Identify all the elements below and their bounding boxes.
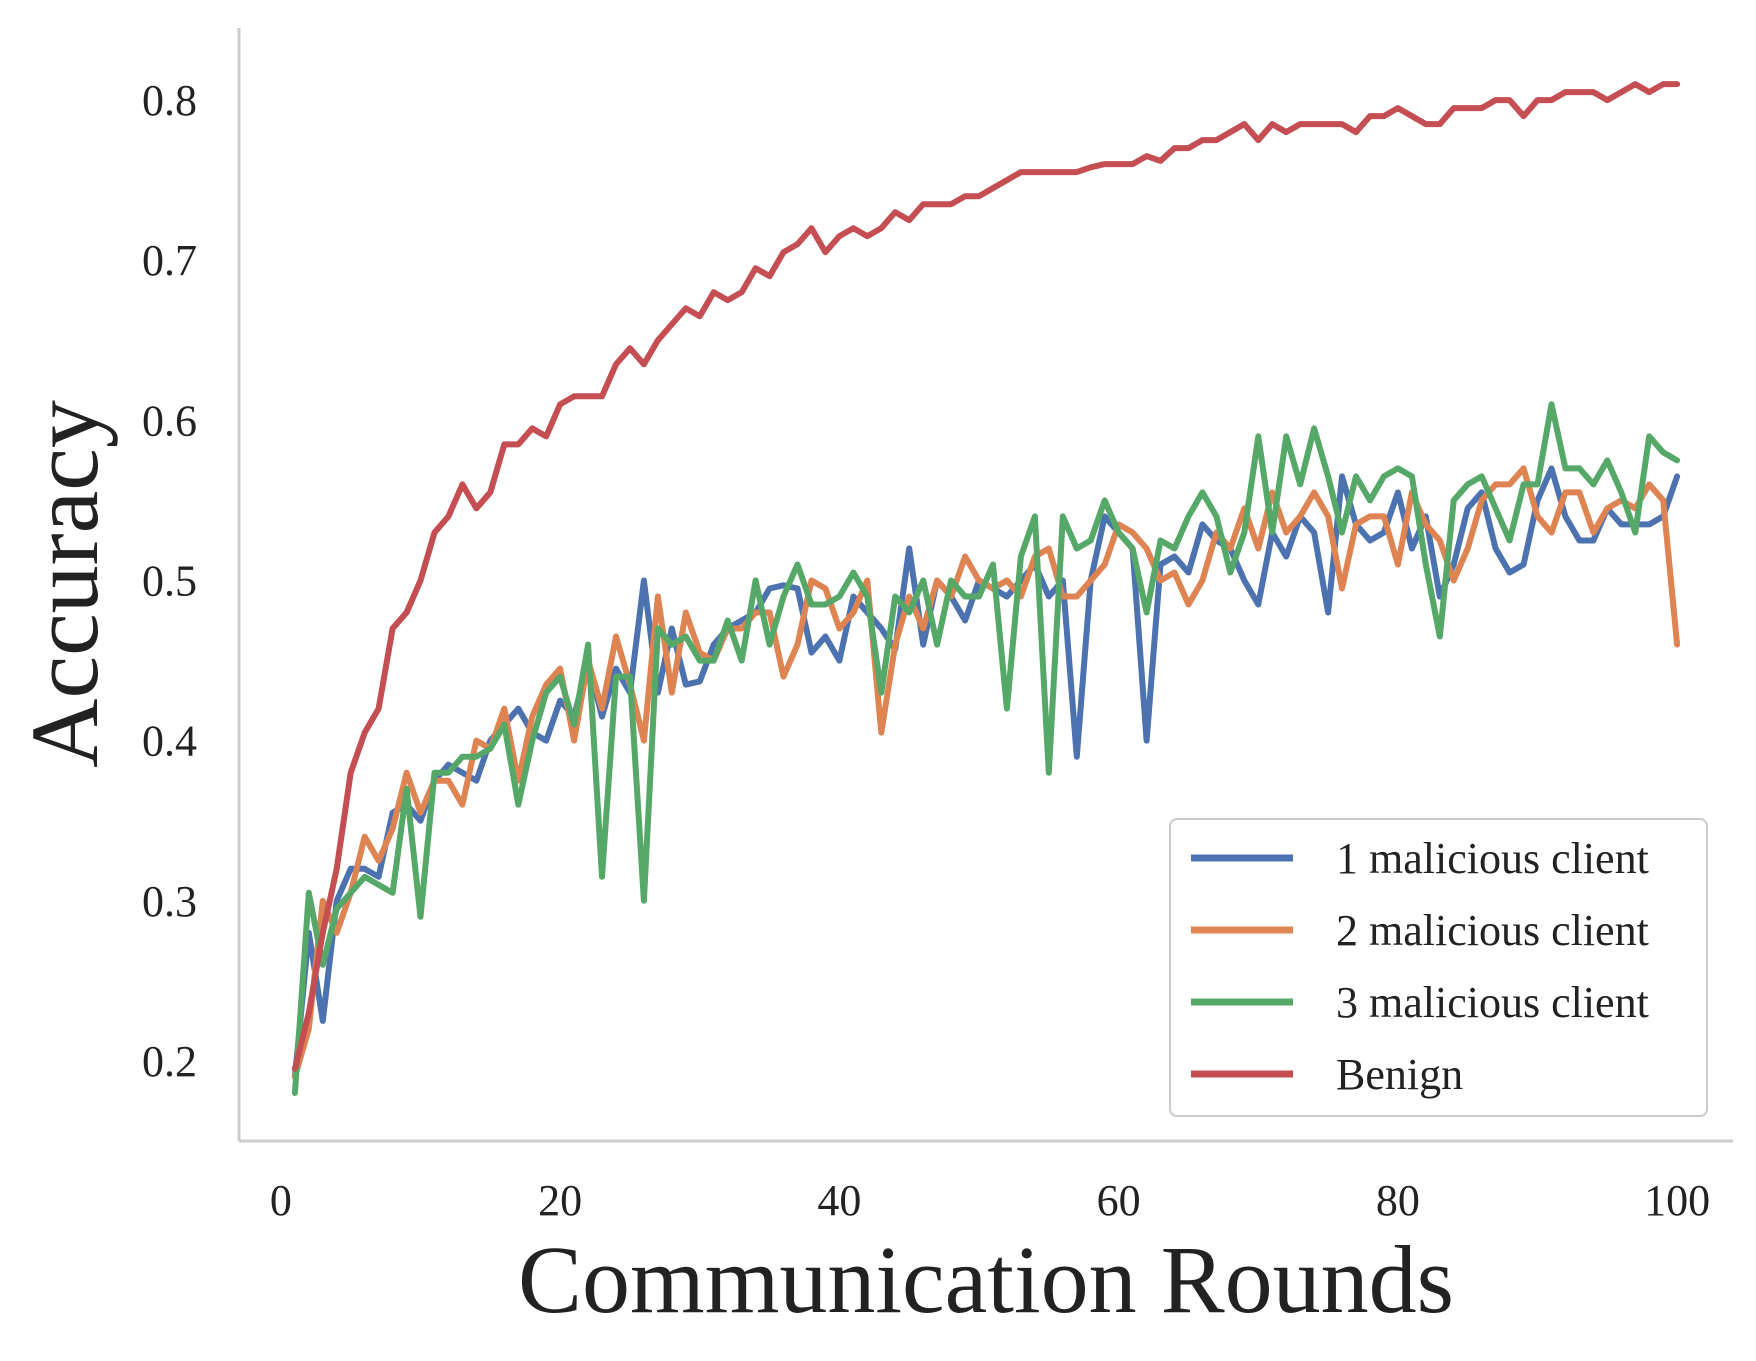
- y-tick-label: 0.3: [142, 877, 197, 926]
- y-tick-label: 0.2: [142, 1037, 197, 1086]
- x-tick-label: 40: [817, 1176, 861, 1225]
- x-tick-labels: 0 20 40 60 80 100: [270, 1176, 1710, 1225]
- y-tick-label: 0.8: [142, 76, 197, 125]
- y-tick-label: 0.5: [142, 556, 197, 605]
- series-lines: [291, 81, 1681, 1096]
- axes: [237, 28, 1733, 1143]
- legend-label: 3 malicious client: [1336, 978, 1649, 1027]
- x-tick-label: 80: [1376, 1176, 1420, 1225]
- x-tick-label: 20: [538, 1176, 582, 1225]
- y-axis-label: Accuracy: [11, 400, 118, 768]
- x-tick-label: 0: [270, 1176, 292, 1225]
- legend-frame: [1169, 818, 1708, 1117]
- x-tick-label: 60: [1097, 1176, 1141, 1225]
- y-tick-label: 0.6: [142, 396, 197, 445]
- series-line-3: [291, 401, 1681, 1096]
- y-tick-label: 0.7: [142, 236, 197, 285]
- y-tick-labels: 0.2 0.3 0.4 0.5 0.6 0.7 0.8: [142, 76, 197, 1086]
- legend-label: 1 malicious client: [1336, 834, 1649, 883]
- y-tick-label: 0.4: [142, 717, 197, 766]
- x-axis-label: Communication Rounds: [518, 1226, 1454, 1333]
- series-line-4: [291, 81, 1681, 1072]
- legend: 1 malicious client 2 malicious client 3 ma…: [1169, 818, 1708, 1117]
- legend-label: Benign: [1336, 1050, 1463, 1099]
- x-tick-label: 100: [1644, 1176, 1710, 1225]
- legend-label: 2 malicious client: [1336, 906, 1649, 955]
